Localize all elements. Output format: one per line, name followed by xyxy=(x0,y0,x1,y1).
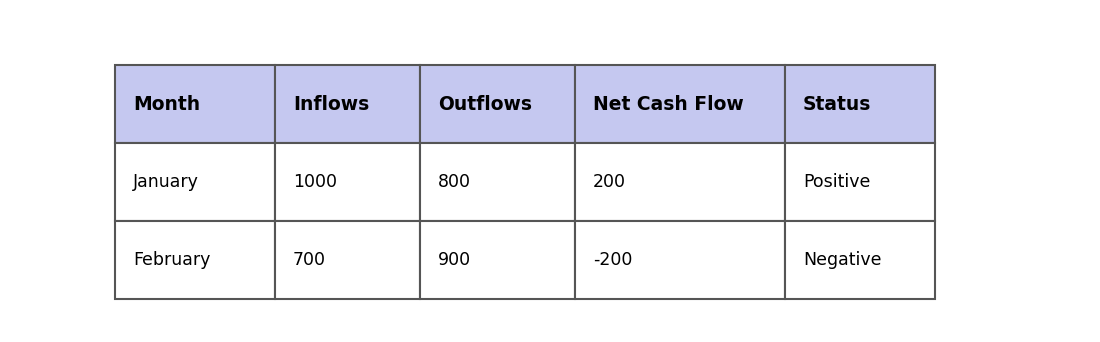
Text: Status: Status xyxy=(803,94,871,114)
Bar xyxy=(275,143,420,221)
Text: Positive: Positive xyxy=(803,173,870,191)
Bar xyxy=(785,221,935,299)
Bar xyxy=(116,143,275,221)
Bar xyxy=(420,221,575,299)
Bar xyxy=(116,221,275,299)
Text: January: January xyxy=(133,173,199,191)
Bar xyxy=(116,65,275,143)
Text: 700: 700 xyxy=(293,251,326,269)
Bar xyxy=(275,221,420,299)
Text: February: February xyxy=(133,251,210,269)
Text: Net Cash Flow: Net Cash Flow xyxy=(593,94,744,114)
Text: Negative: Negative xyxy=(803,251,881,269)
Text: -200: -200 xyxy=(593,251,632,269)
Text: 800: 800 xyxy=(438,173,471,191)
Bar xyxy=(275,65,420,143)
Text: Outflows: Outflows xyxy=(438,94,532,114)
Bar xyxy=(420,65,575,143)
Bar xyxy=(785,143,935,221)
Text: 200: 200 xyxy=(593,173,626,191)
Text: Month: Month xyxy=(133,94,200,114)
Bar xyxy=(575,143,785,221)
Bar xyxy=(785,65,935,143)
Text: 1000: 1000 xyxy=(293,173,337,191)
Bar xyxy=(575,221,785,299)
Bar xyxy=(575,65,785,143)
Text: 900: 900 xyxy=(438,251,471,269)
Text: Inflows: Inflows xyxy=(293,94,370,114)
Bar xyxy=(420,143,575,221)
